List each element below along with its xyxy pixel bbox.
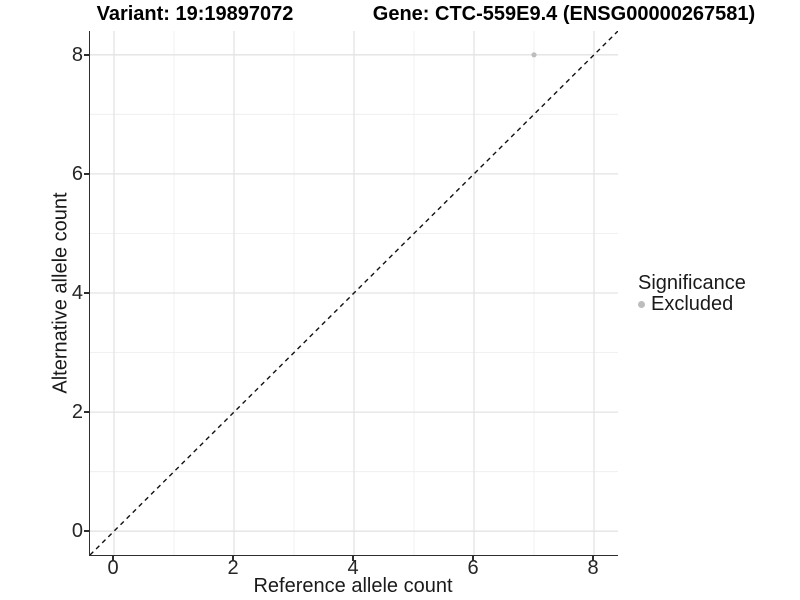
x-tick-mark bbox=[232, 556, 234, 561]
legend-title: Significance bbox=[638, 272, 746, 294]
x-tick-label: 8 bbox=[587, 557, 599, 579]
legend: Significance Excluded bbox=[638, 272, 746, 315]
x-tick-mark bbox=[592, 556, 594, 561]
x-tick-label: 6 bbox=[467, 557, 479, 579]
y-tick-label: 0 bbox=[71, 520, 83, 543]
y-tick-mark bbox=[84, 292, 89, 294]
x-tick-mark bbox=[112, 556, 114, 561]
x-axis-title: Reference allele count bbox=[253, 575, 453, 597]
x-tick-mark bbox=[352, 556, 354, 561]
y-tick-mark bbox=[84, 530, 89, 532]
y-tick-label: 2 bbox=[71, 401, 83, 424]
legend-point-icon bbox=[638, 300, 645, 308]
y-tick-mark bbox=[84, 173, 89, 175]
plot-canvas bbox=[90, 31, 618, 555]
x-tick-label: 0 bbox=[107, 557, 119, 579]
y-tick-label: 6 bbox=[71, 162, 83, 185]
x-tick-label: 2 bbox=[227, 557, 239, 579]
legend-item: Excluded bbox=[638, 292, 746, 315]
variant-title: Variant: 19:19897072 bbox=[96, 3, 294, 25]
y-tick-label: 8 bbox=[71, 43, 83, 66]
plot-panel bbox=[89, 31, 618, 556]
identity-line bbox=[90, 31, 618, 555]
x-tick-mark bbox=[472, 556, 474, 561]
y-axis-title: Alternative allele count bbox=[49, 192, 72, 394]
y-tick-mark bbox=[84, 54, 89, 56]
data-point bbox=[531, 52, 537, 58]
legend-item-label: Excluded bbox=[651, 292, 734, 315]
x-tick-label: 4 bbox=[347, 557, 359, 579]
y-tick-label: 4 bbox=[71, 282, 83, 304]
gene-title: Gene: CTC-559E9.4 (ENSG00000267581) bbox=[372, 3, 756, 25]
y-tick-mark bbox=[84, 411, 89, 413]
